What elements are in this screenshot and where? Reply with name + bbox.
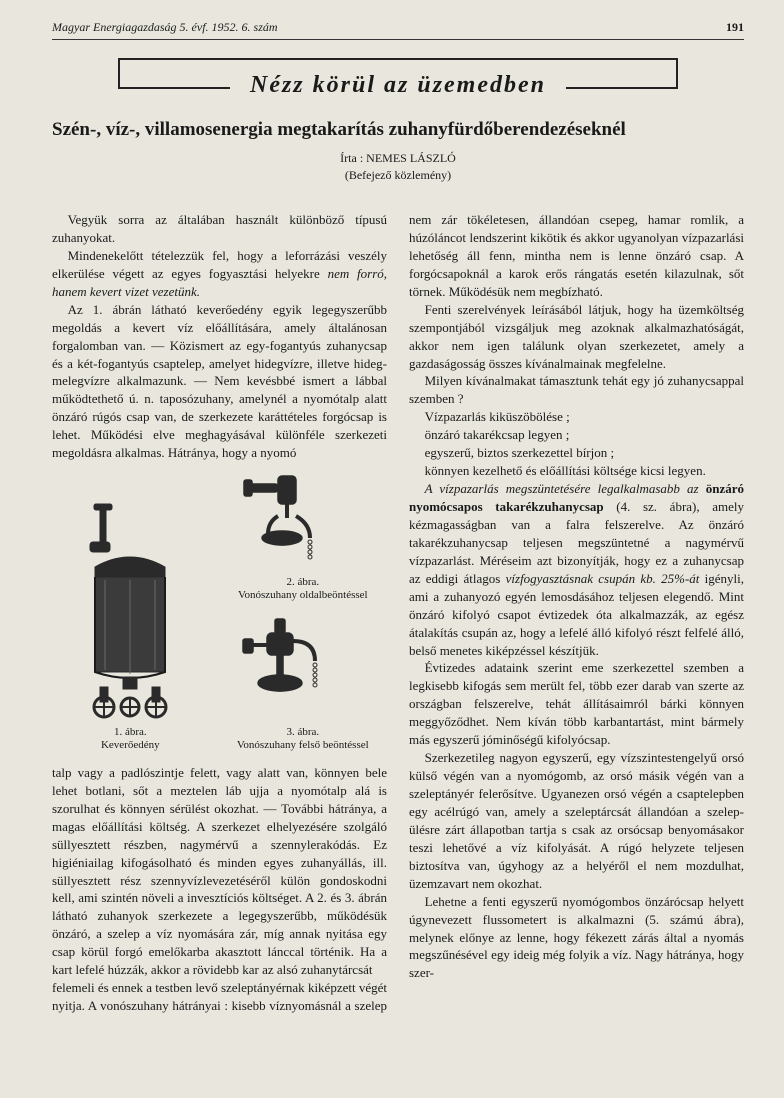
top-rule (52, 39, 744, 40)
article-author: Írta : NEMES LÁSZLÓ (52, 151, 744, 166)
figure-1: 1. ábra. Keverőedény (70, 502, 190, 752)
mixing-vessel-icon (70, 502, 190, 722)
para: Milyen kívánalmakat támasztunk tehát egy… (409, 372, 744, 408)
para: A vízpazarlás megszüntetésére legalkalma… (409, 480, 744, 659)
figure-3: 3. ábra. Vonószuhany felső beöntéssel (237, 617, 369, 752)
article-subline: (Befejező közlemény) (52, 168, 744, 183)
section-banner: Nézz körül az üzemedben (52, 58, 744, 89)
top-fill-shower-icon (237, 617, 332, 722)
req-item: könnyen kezelhető és előállítási költség… (409, 462, 744, 480)
article-title: Szén-, víz-, villamosenergia megtakarítá… (52, 119, 744, 141)
req-item: egyszerű, biztos szerkezettel bírjon ; (409, 444, 744, 462)
figure-1-num: 1. ábra. (114, 726, 147, 738)
para: Évtizedes adataink szerint eme szerkezet… (409, 659, 744, 749)
page-number: 191 (726, 20, 744, 35)
req-item: önzáró takarékcsap legyen ; (409, 426, 744, 444)
text-run-italic: A vízpazarlás megszüntetésére legalkalma… (425, 481, 706, 496)
figure-3-num: 3. ábra. (286, 726, 319, 738)
para: Szerkezetileg nagyon egyszerű, egy vízsz… (409, 749, 744, 893)
figure-2-label: Vonószuhany oldalbeöntéssel (238, 589, 368, 601)
figure-1-label: Keverőedény (101, 739, 160, 751)
body-columns: Vegyük sorra az általában használt külön… (52, 211, 744, 1015)
para: Vegyük sorra az általában használt külön… (52, 211, 387, 247)
side-fill-shower-icon (238, 472, 333, 572)
para: talp vagy a padlószintje felett, vagy al… (52, 764, 387, 979)
figure-3-label: Vonószuhany felső beöntéssel (237, 739, 369, 751)
figure-block: 1. ábra. Keverőedény (52, 472, 387, 752)
figure-2-num: 2. ábra. (286, 576, 319, 588)
para: Az 1. ábrán látható keverőedény egyik le… (52, 301, 387, 462)
journal-ref: Magyar Energiagazdaság 5. évf. 1952. 6. … (52, 20, 278, 35)
req-item: Vízpazarlás kiküszöbölése ; (409, 408, 744, 426)
requirements-list: Vízpazarlás kiküszöbölése ; önzáró takar… (409, 408, 744, 480)
text-run-italic: vízfogyasztásnak csupán kb. 25%-át (506, 571, 700, 586)
para: Mindenekelőtt tételezzük fel, hogy a lef… (52, 247, 387, 301)
figure-2: 2. ábra. Vonószuhany oldalbeöntéssel (238, 472, 368, 602)
section-banner-title: Nézz körül az üzemedben (240, 72, 556, 99)
para: Lehetne a fenti egyszerű nyomógombos önz… (409, 893, 744, 983)
para: Fenti szerelvények leírásából látjuk, ho… (409, 301, 744, 373)
